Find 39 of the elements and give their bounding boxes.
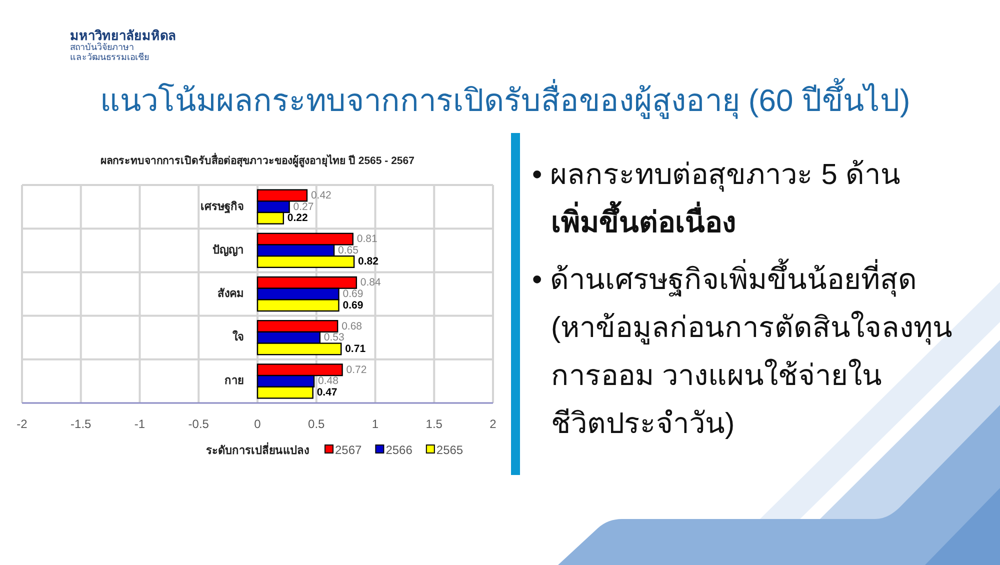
legend-label: 2566: [386, 443, 413, 457]
x-tick-label: -1.5: [70, 417, 92, 431]
data-label: 0.53: [324, 332, 345, 344]
text: • ด้านเศรษฐกิจเพิ่มขึ้นน้อยที่สุด (หาข้อมูลก่อนการตัดสินใจลงทุน การออม วางแผนใช้จ่ายใน ชีวิตประจำวัน): [532, 258, 953, 442]
data-label: 0.42: [310, 189, 332, 202]
x-tick-label: 1.5: [426, 417, 443, 431]
x-tick-label: 2: [490, 417, 497, 431]
data-label: 0.81: [356, 233, 378, 246]
data-label: 0.48: [318, 375, 339, 388]
x-tick-label: -1: [134, 417, 146, 431]
data-label: 0.65: [338, 244, 359, 256]
data-label: 0.82: [358, 256, 379, 268]
y-tick-label: เศรษฐกิจ: [200, 200, 244, 214]
y-tick-label: ปัญญา: [212, 243, 244, 256]
y-tick-label: กาย: [224, 375, 244, 388]
data-label: 0.71: [345, 342, 366, 355]
x-axis-title: ระดับการเปลี่ยนแปลง: [206, 442, 309, 457]
chart-subtitle: ผลกระทบจากการเปิดรับสื่อต่อสุขภาวะของผู้สูงอายุไทย ปี 2565 - 2567: [100, 152, 415, 168]
data-label: 0.27: [293, 200, 314, 213]
text: • ผลกระทบต่อสุขภาวะ 5 ด้าน เพิ่มขึ้นต่อเนื่อง: [532, 158, 900, 241]
x-tick-label: -0.5: [188, 417, 210, 431]
text: สถาบันวิจัยภาษา และวัฒนธรรมเอเชีย: [70, 42, 149, 62]
chart-title: แนวโน้มผลกระทบจากการเปิดรับสื่อของผู้สูงอายุ (60 ปีขึ้นไป): [100, 78, 910, 120]
data-label: 0.72: [346, 364, 367, 376]
x-tick-label: 0.5: [308, 417, 326, 431]
legend-label: 2567: [335, 443, 362, 457]
x-tick-label: -2: [16, 417, 28, 431]
data-label: 0.84: [360, 276, 382, 289]
data-label: 0.68: [342, 320, 362, 332]
x-tick-label: 1: [372, 417, 379, 431]
data-label: 0.69: [342, 288, 364, 300]
data-label: 0.69: [342, 299, 364, 312]
y-tick-label: ใจ: [232, 330, 244, 344]
y-tick-label: สังคม: [218, 287, 244, 300]
data-label: 0.47: [316, 386, 338, 399]
legend-label: 2565: [436, 443, 464, 457]
data-label: 0.22: [287, 212, 308, 224]
text: มหาวิทยาลัยมหิดล: [70, 27, 176, 43]
x-tick-label: 0: [254, 417, 262, 431]
